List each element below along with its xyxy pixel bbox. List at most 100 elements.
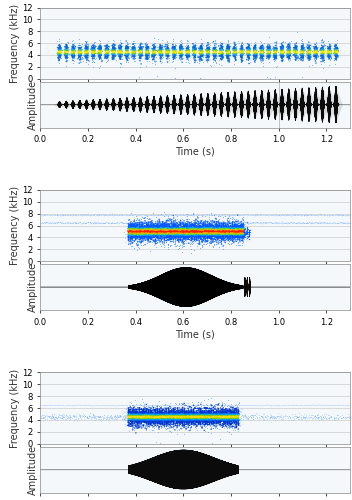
Point bbox=[65, 52, 71, 60]
Point bbox=[138, 54, 143, 62]
Point bbox=[147, 408, 153, 416]
Point bbox=[146, 403, 152, 411]
Point bbox=[45, 45, 51, 53]
Point bbox=[165, 230, 171, 238]
Point bbox=[197, 230, 203, 238]
Point bbox=[176, 418, 182, 426]
Point bbox=[214, 234, 219, 242]
Point bbox=[216, 210, 221, 218]
Point bbox=[197, 226, 203, 234]
Point bbox=[186, 231, 191, 239]
Point bbox=[180, 230, 185, 238]
Point bbox=[184, 212, 190, 220]
Point bbox=[212, 46, 217, 54]
Point bbox=[215, 228, 221, 236]
Point bbox=[291, 48, 297, 56]
Point bbox=[179, 50, 185, 58]
Point bbox=[187, 229, 193, 237]
Point bbox=[203, 420, 208, 428]
Point bbox=[188, 418, 193, 426]
Point bbox=[88, 50, 94, 58]
Point bbox=[180, 236, 186, 244]
Point bbox=[52, 412, 58, 420]
Point bbox=[157, 414, 163, 422]
Point bbox=[131, 224, 136, 232]
Point bbox=[123, 54, 129, 62]
Point bbox=[171, 410, 176, 418]
Point bbox=[165, 416, 171, 424]
Point bbox=[151, 226, 156, 234]
Point bbox=[185, 47, 190, 55]
Point bbox=[233, 422, 239, 430]
Point bbox=[86, 211, 92, 219]
Point bbox=[258, 212, 263, 220]
Point bbox=[240, 219, 246, 227]
Point bbox=[209, 238, 215, 246]
Point bbox=[138, 416, 144, 424]
Point bbox=[241, 231, 247, 239]
Point bbox=[155, 412, 161, 420]
Point bbox=[266, 52, 272, 60]
Point bbox=[161, 52, 166, 60]
Point bbox=[217, 226, 223, 234]
Point bbox=[160, 410, 166, 418]
Point bbox=[151, 226, 156, 234]
Point bbox=[230, 420, 236, 428]
Point bbox=[201, 224, 207, 232]
Point bbox=[145, 229, 151, 237]
Point bbox=[146, 416, 152, 424]
Point bbox=[146, 232, 151, 240]
Point bbox=[166, 224, 172, 232]
Point bbox=[274, 48, 279, 56]
Point bbox=[293, 46, 298, 54]
Point bbox=[215, 230, 220, 238]
Point bbox=[186, 50, 191, 58]
Point bbox=[132, 46, 137, 54]
Point bbox=[221, 228, 226, 236]
Point bbox=[236, 414, 241, 422]
Point bbox=[138, 417, 144, 425]
Point bbox=[178, 414, 183, 422]
Point bbox=[209, 408, 214, 416]
Point bbox=[133, 406, 139, 413]
Point bbox=[314, 50, 320, 58]
Point bbox=[246, 50, 252, 58]
Point bbox=[75, 218, 80, 226]
Point bbox=[135, 225, 140, 233]
Point bbox=[150, 46, 156, 54]
Point bbox=[141, 421, 146, 429]
Point bbox=[112, 46, 117, 54]
Point bbox=[296, 414, 302, 422]
Point bbox=[64, 42, 69, 50]
Point bbox=[196, 401, 202, 409]
Point bbox=[230, 415, 235, 423]
Point bbox=[63, 50, 69, 58]
Point bbox=[150, 418, 155, 426]
Point bbox=[259, 48, 264, 56]
Point bbox=[150, 50, 156, 58]
Point bbox=[215, 230, 221, 238]
Point bbox=[195, 211, 200, 219]
Point bbox=[283, 44, 288, 52]
Point bbox=[316, 401, 321, 409]
Point bbox=[219, 412, 225, 420]
Point bbox=[239, 210, 245, 218]
Point bbox=[198, 400, 204, 408]
Point bbox=[213, 236, 219, 244]
Point bbox=[288, 212, 293, 220]
Point bbox=[290, 50, 296, 58]
Point bbox=[209, 227, 215, 235]
Point bbox=[161, 231, 167, 239]
Point bbox=[160, 226, 166, 234]
Point bbox=[257, 210, 263, 218]
Point bbox=[235, 234, 240, 241]
Point bbox=[158, 222, 164, 230]
Point bbox=[79, 212, 85, 220]
Point bbox=[220, 408, 225, 416]
Point bbox=[234, 224, 240, 232]
Point bbox=[223, 422, 228, 430]
Point bbox=[258, 44, 264, 52]
Point bbox=[98, 42, 103, 50]
Point bbox=[122, 414, 128, 422]
Point bbox=[294, 219, 299, 227]
